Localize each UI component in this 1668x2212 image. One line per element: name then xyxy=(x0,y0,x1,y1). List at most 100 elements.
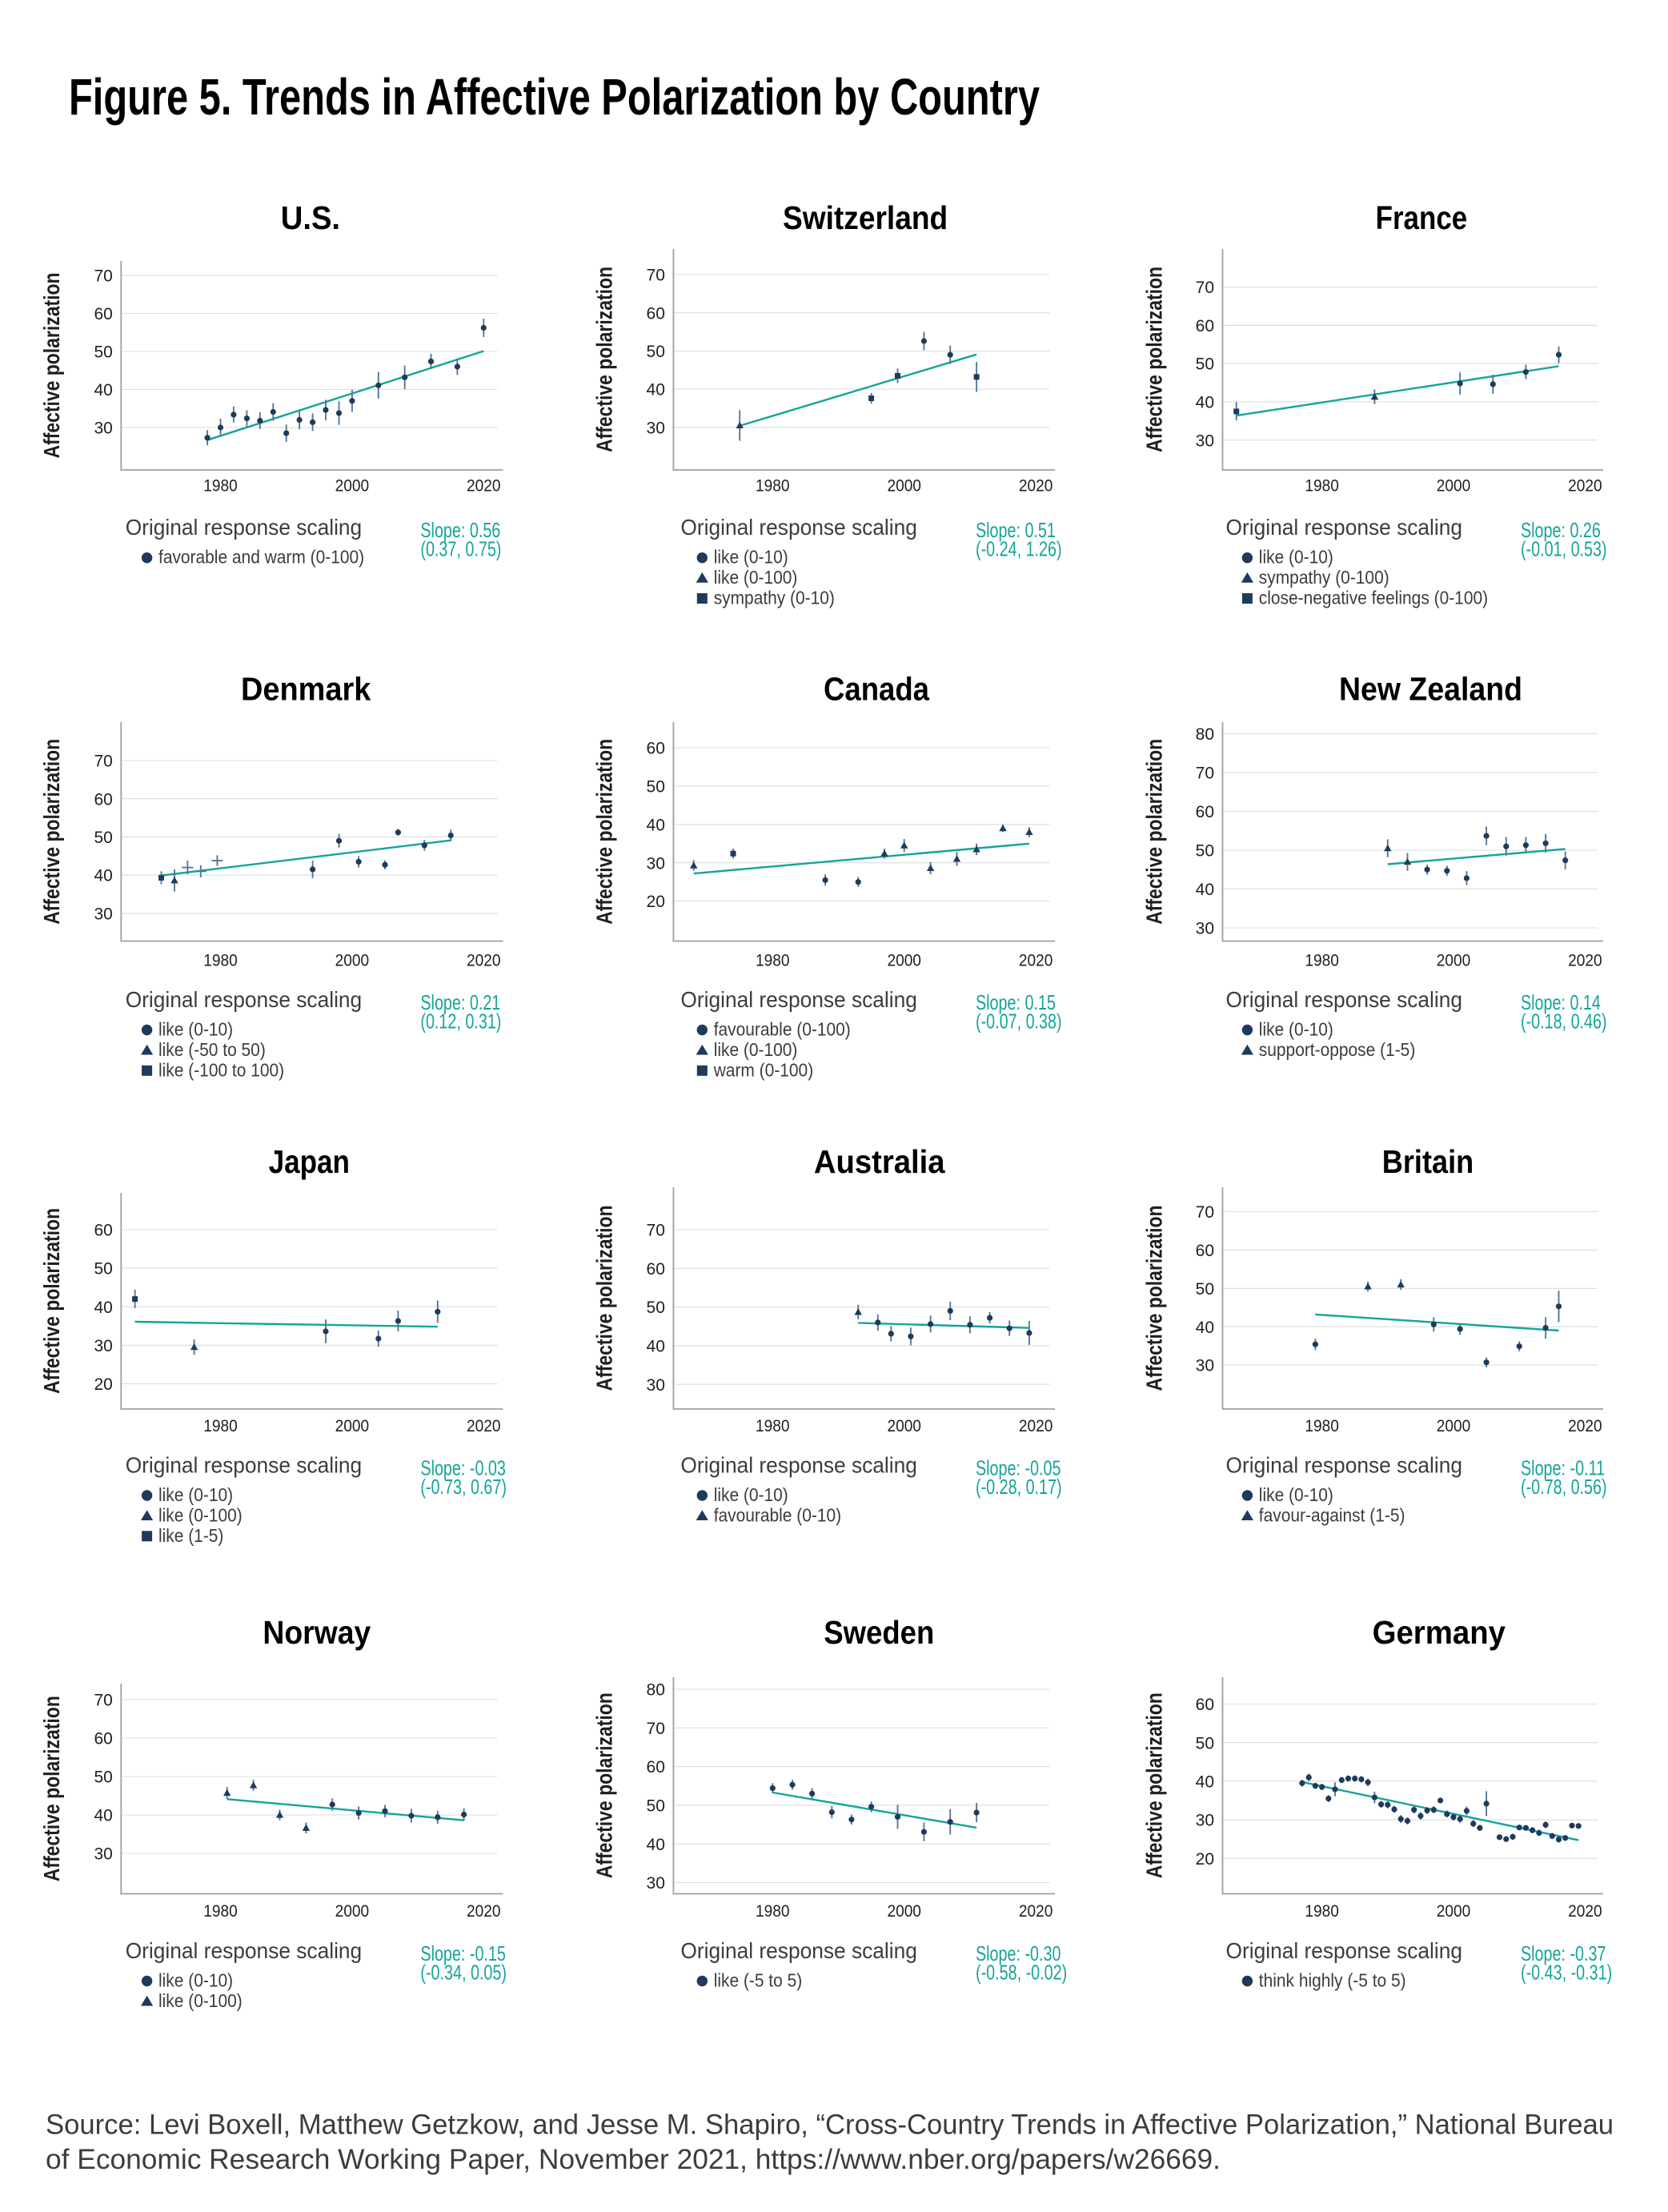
svg-text:close-negative feelings (0-100: close-negative feelings (0-100) xyxy=(1259,588,1488,608)
svg-text:2020: 2020 xyxy=(1568,951,1602,970)
svg-text:20: 20 xyxy=(1196,1850,1214,1869)
svg-text:30: 30 xyxy=(94,1845,112,1864)
svg-text:70: 70 xyxy=(647,267,665,285)
svg-text:30: 30 xyxy=(94,905,112,923)
svg-text:40: 40 xyxy=(647,381,665,399)
svg-text:50: 50 xyxy=(94,829,112,847)
svg-text:2000: 2000 xyxy=(335,477,370,496)
svg-text:Slope: -0.11: Slope: -0.11 xyxy=(1521,1456,1605,1480)
svg-text:20: 20 xyxy=(647,893,665,911)
svg-text:60: 60 xyxy=(94,790,112,809)
svg-text:Slope: 0.51: Slope: 0.51 xyxy=(976,518,1056,542)
svg-text:20: 20 xyxy=(94,1375,112,1394)
svg-text:Affective polarization: Affective polarization xyxy=(39,273,64,459)
svg-text:30: 30 xyxy=(1196,1812,1214,1830)
svg-text:70: 70 xyxy=(94,1692,112,1710)
svg-text:2000: 2000 xyxy=(887,951,921,970)
svg-text:2020: 2020 xyxy=(467,1902,501,1921)
svg-text:Slope: -0.30: Slope: -0.30 xyxy=(976,1941,1061,1965)
svg-text:50: 50 xyxy=(94,343,112,362)
svg-text:like (-5 to 5): like (-5 to 5) xyxy=(714,1970,803,1991)
svg-text:50: 50 xyxy=(94,1260,112,1279)
svg-text:70: 70 xyxy=(647,1720,665,1738)
svg-text:1980: 1980 xyxy=(756,477,790,496)
svg-text:2020: 2020 xyxy=(467,1417,501,1435)
svg-text:Original response scaling: Original response scaling xyxy=(126,515,363,540)
svg-text:60: 60 xyxy=(647,1260,665,1279)
svg-text:60: 60 xyxy=(647,304,665,323)
svg-text:(0.12, 0.31): (0.12, 0.31) xyxy=(420,1010,501,1034)
svg-text:1980: 1980 xyxy=(1305,477,1339,496)
svg-text:sympathy (0-100): sympathy (0-100) xyxy=(1259,567,1389,588)
svg-text:50: 50 xyxy=(94,1768,112,1787)
svg-text:2020: 2020 xyxy=(1019,1902,1053,1921)
svg-text:1980: 1980 xyxy=(1305,951,1339,970)
svg-text:Slope: 0.21: Slope: 0.21 xyxy=(420,990,500,1014)
svg-text:2000: 2000 xyxy=(1437,1417,1471,1435)
svg-text:(-0.34, 0.05): (-0.34, 0.05) xyxy=(420,1961,507,1985)
svg-text:40: 40 xyxy=(1196,1773,1214,1792)
svg-text:Switzerland: Switzerland xyxy=(783,199,948,236)
svg-text:30: 30 xyxy=(647,1376,665,1395)
svg-text:favourable (0-10): favourable (0-10) xyxy=(714,1504,841,1525)
svg-text:Britain: Britain xyxy=(1382,1143,1474,1180)
svg-text:New Zealand: New Zealand xyxy=(1339,671,1522,708)
svg-text:70: 70 xyxy=(1196,279,1214,297)
svg-text:Slope: -0.05: Slope: -0.05 xyxy=(976,1456,1061,1480)
svg-text:30: 30 xyxy=(647,419,665,437)
svg-text:2000: 2000 xyxy=(335,1902,370,1921)
svg-text:1980: 1980 xyxy=(1305,1902,1339,1921)
svg-text:50: 50 xyxy=(1196,1734,1214,1752)
svg-text:Affective polarization: Affective polarization xyxy=(592,1206,617,1391)
svg-text:(-0.01, 0.53): (-0.01, 0.53) xyxy=(1521,537,1607,561)
svg-text:2000: 2000 xyxy=(1437,951,1471,970)
svg-text:Original response scaling: Original response scaling xyxy=(126,987,363,1012)
svg-text:(-0.43, -0.31): (-0.43, -0.31) xyxy=(1521,1961,1612,1985)
svg-text:think highly (-5 to 5): think highly (-5 to 5) xyxy=(1259,1970,1406,1991)
svg-text:2020: 2020 xyxy=(1568,1417,1602,1435)
svg-text:60: 60 xyxy=(94,305,112,323)
svg-text:Affective polarization: Affective polarization xyxy=(39,739,64,925)
svg-text:70: 70 xyxy=(1196,765,1214,783)
svg-text:50: 50 xyxy=(647,778,665,797)
svg-text:2000: 2000 xyxy=(1437,1902,1471,1921)
svg-text:Original response scaling: Original response scaling xyxy=(680,515,917,540)
svg-text:70: 70 xyxy=(94,753,112,771)
svg-text:2020: 2020 xyxy=(1568,477,1602,496)
svg-text:Affective polarization: Affective polarization xyxy=(39,1208,64,1394)
svg-text:like (0-100): like (0-100) xyxy=(158,1990,243,2011)
svg-text:1980: 1980 xyxy=(203,951,238,970)
svg-text:like (0-10): like (0-10) xyxy=(714,547,788,568)
svg-text:like (0-10): like (0-10) xyxy=(1259,1019,1333,1040)
svg-text:40: 40 xyxy=(1196,881,1214,899)
svg-text:(-0.78, 0.56): (-0.78, 0.56) xyxy=(1521,1475,1607,1499)
svg-text:Original response scaling: Original response scaling xyxy=(1226,1938,1463,1963)
svg-text:2020: 2020 xyxy=(467,951,501,970)
svg-text:(-0.28, 0.17): (-0.28, 0.17) xyxy=(976,1475,1062,1499)
svg-text:40: 40 xyxy=(1196,394,1214,412)
svg-text:Original response scaling: Original response scaling xyxy=(1226,1453,1463,1478)
svg-text:(-0.73, 0.67): (-0.73, 0.67) xyxy=(420,1475,507,1499)
svg-text:2000: 2000 xyxy=(1437,477,1471,496)
svg-text:Slope: 0.26: Slope: 0.26 xyxy=(1521,518,1601,542)
svg-text:80: 80 xyxy=(1196,725,1214,744)
svg-text:1980: 1980 xyxy=(203,477,238,496)
svg-text:Denmark: Denmark xyxy=(241,671,371,708)
svg-text:(0.37, 0.75): (0.37, 0.75) xyxy=(420,537,501,561)
svg-text:30: 30 xyxy=(647,854,665,873)
svg-text:(-0.07, 0.38): (-0.07, 0.38) xyxy=(976,1010,1062,1034)
svg-text:Original response scaling: Original response scaling xyxy=(680,1938,917,1963)
svg-text:Original response scaling: Original response scaling xyxy=(1226,515,1463,540)
svg-text:1980: 1980 xyxy=(756,1417,790,1435)
svg-text:30: 30 xyxy=(647,1874,665,1893)
svg-text:40: 40 xyxy=(647,1338,665,1356)
svg-text:2000: 2000 xyxy=(335,951,370,970)
svg-text:2020: 2020 xyxy=(467,477,501,496)
svg-text:like (-50 to 50): like (-50 to 50) xyxy=(158,1039,266,1060)
svg-text:Slope: 0.15: Slope: 0.15 xyxy=(976,990,1056,1014)
svg-text:30: 30 xyxy=(1196,432,1214,450)
svg-text:Canada: Canada xyxy=(824,671,930,708)
svg-text:Sweden: Sweden xyxy=(824,1614,934,1651)
svg-text:of Economic Research Working P: of Economic Research Working Paper, Nove… xyxy=(46,2144,1221,2175)
svg-text:Japan: Japan xyxy=(269,1143,350,1180)
